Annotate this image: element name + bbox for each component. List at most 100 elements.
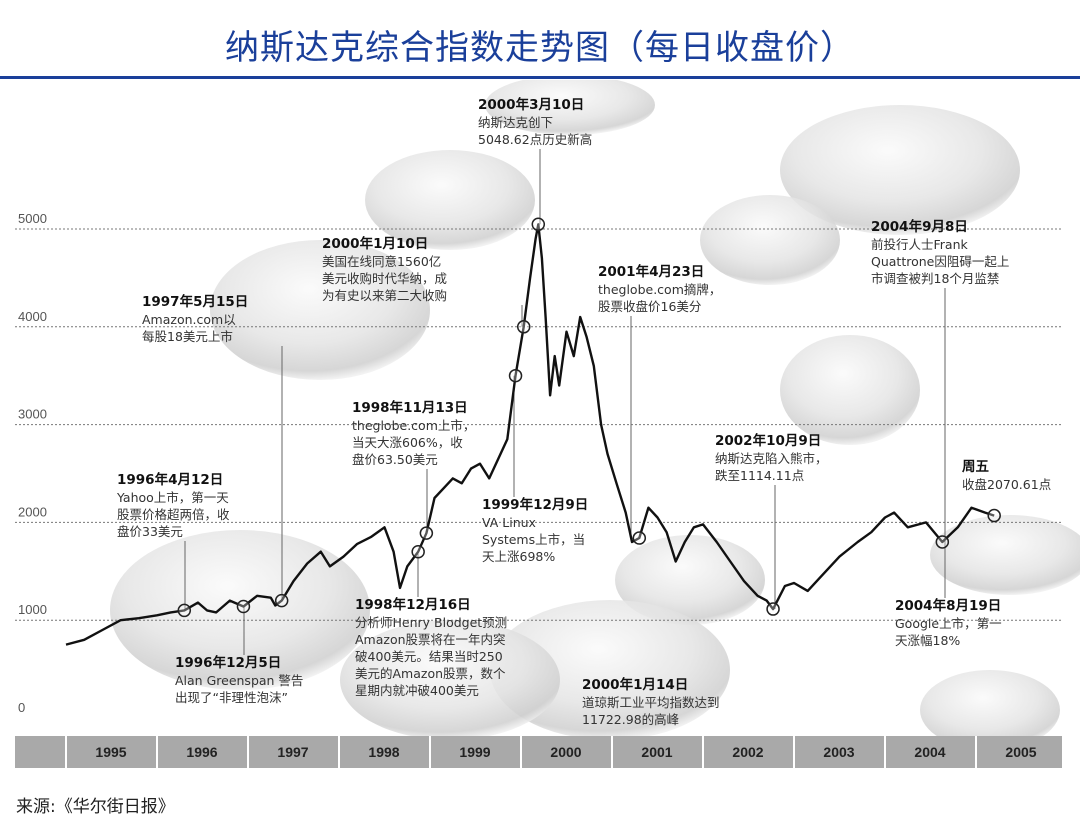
annotation-text: 市调查被判18个月监禁 xyxy=(871,271,1000,286)
annotation-text: 破400美元。结果当时250 xyxy=(355,649,503,664)
annotation-date: 1998年11月13日 xyxy=(352,400,468,416)
event-annotation: 1996年12月5日 Alan Greenspan 警告 出现了“非理性泡沫” xyxy=(175,655,303,706)
event-annotation: 1996年4月12日 Yahoo上市，第一天 股票价格超两倍，收 盘价33美元 xyxy=(117,472,230,540)
annotation-text: 道琼斯工业平均指数达到 xyxy=(582,695,720,710)
annotation-date: 2000年3月10日 xyxy=(478,97,585,113)
annotation-text: 为有史以来第二大收购 xyxy=(322,288,448,303)
annotation-text: 盘价63.50美元 xyxy=(352,452,438,467)
title-rule xyxy=(0,76,1080,79)
annotation-text: 跌至1114.11点 xyxy=(715,468,805,483)
annotation-text: Amazon股票将在一年内突 xyxy=(355,632,506,647)
event-annotation: 1998年11月13日 theglobe.com上市， 当天大涨606%，收 盘价63… xyxy=(352,400,475,468)
annotation-text: VA Linux xyxy=(482,515,536,530)
event-annotation: 1997年5月15日 Amazon.com以 每股18美元上市 xyxy=(142,294,248,345)
x-tick-label: 2003 xyxy=(823,744,854,760)
line-chart: 0 1000 2000 3000 4000 5000 1995 1996 1997 1998 19… xyxy=(15,80,1080,768)
annotation-date: 2000年1月10日 xyxy=(322,236,429,252)
annotation-text: 5048.62点历史新高 xyxy=(478,132,593,147)
x-axis-band xyxy=(15,736,1062,768)
event-marker xyxy=(766,602,780,616)
event-marker xyxy=(987,508,1001,523)
annotation-date: 周五 xyxy=(962,459,989,475)
y-tick-label: 5000 xyxy=(18,211,47,226)
annotation-text: Yahoo上市，第一天 xyxy=(117,490,229,505)
event-annotation: 2004年9月8日 前投行人士Frank Quattrone因阻碍一起上 市调查被判1… xyxy=(871,219,1009,287)
annotation-text: 天上涨698% xyxy=(482,549,556,564)
annotation-date: 1996年12月5日 xyxy=(175,655,282,671)
annotation-text: Alan Greenspan 警告 xyxy=(175,673,304,688)
event-annotation: 2002年10月9日 纳斯达克陷入熊市， 跌至1114.11点 xyxy=(715,433,828,484)
x-tick-label: 2005 xyxy=(1005,744,1036,760)
annotation-date: 2004年9月8日 xyxy=(871,219,968,235)
annotation-text: 每股18美元上市 xyxy=(142,329,233,344)
annotation-text: theglobe.com摘牌， xyxy=(598,282,722,297)
y-tick-label: 3000 xyxy=(18,407,47,422)
x-tick-label: 1998 xyxy=(368,744,399,760)
annotation-text: 美元收购时代华纳，成 xyxy=(322,271,448,286)
event-annotation: 2000年3月10日 纳斯达克创下 5048.62点历史新高 xyxy=(478,97,592,148)
annotation-text: 收盘2070.61点 xyxy=(962,477,1052,492)
bubble-decoration xyxy=(490,600,730,740)
annotation-text: Quattrone因阻碍一起上 xyxy=(871,254,1010,269)
event-annotation: 1998年12月16日 分析师Henry Blodget预测 Amazon股票将在一… xyxy=(355,597,507,699)
annotation-text: 美国在线同意1560亿 xyxy=(322,254,442,269)
event-marker xyxy=(632,531,647,545)
bubble-decoration xyxy=(780,105,1020,235)
annotation-text: Amazon.com以 xyxy=(142,312,236,327)
bubble-decoration xyxy=(700,195,840,285)
annotation-date: 1999年12月9日 xyxy=(482,497,589,513)
event-marker xyxy=(508,368,523,383)
nasdaq-series-line xyxy=(65,223,995,646)
annotation-text: 股票价格超两倍，收 xyxy=(117,507,230,522)
event-marker xyxy=(177,603,192,618)
y-tick-label: 0 xyxy=(18,700,25,715)
annotation-text: Google上市，第一 xyxy=(895,616,1002,631)
annotation-text: 11722.98的高峰 xyxy=(582,712,680,727)
annotation-text: 美元的Amazon股票，数个 xyxy=(355,666,506,681)
bubble-decoration xyxy=(365,150,535,250)
x-tick-label: 1995 xyxy=(95,744,126,760)
chart-title: 纳斯达克综合指数走势图（每日收盘价） xyxy=(225,28,855,68)
annotation-text: 出现了“非理性泡沫” xyxy=(175,690,288,705)
x-tick-label: 2000 xyxy=(550,744,581,760)
annotation-text: 纳斯达克陷入熊市， xyxy=(715,451,828,466)
event-annotation: 2004年8月19日 Google上市，第一 天涨幅18% xyxy=(895,598,1002,649)
annotation-text: 盘价33美元 xyxy=(117,524,183,539)
event-marker xyxy=(531,217,546,232)
y-tick-label: 2000 xyxy=(18,504,47,519)
bubble-decoration xyxy=(930,515,1080,595)
event-marker xyxy=(419,526,434,540)
event-marker xyxy=(236,599,251,614)
bubble-decoration xyxy=(780,335,920,445)
annotation-date: 2004年8月19日 xyxy=(895,598,1002,614)
annotation-text: 前投行人士Frank xyxy=(871,237,968,252)
x-tick-label: 1996 xyxy=(186,744,217,760)
x-tick-label: 2002 xyxy=(732,744,763,760)
event-marker xyxy=(411,544,425,559)
x-tick-label: 2004 xyxy=(914,744,945,760)
x-tick-label: 1999 xyxy=(459,744,490,760)
bubble-decoration xyxy=(485,80,655,135)
y-tick-label: 4000 xyxy=(18,309,47,324)
annotation-text: 分析师Henry Blodget预测 xyxy=(355,615,508,630)
event-annotation: 2000年1月10日 美国在线同意1560亿 美元收购时代华纳，成 为有史以来第二大收… xyxy=(322,236,447,304)
event-annotation: 1999年12月9日 VA Linux Systems上市，当 天上涨698% xyxy=(482,497,588,565)
event-annotation: 2001年4月23日 theglobe.com摘牌， 股票收盘价16美分 xyxy=(598,264,721,315)
x-tick-label: 1997 xyxy=(277,744,308,760)
annotation-text: 股票收盘价16美分 xyxy=(598,299,702,314)
annotation-text: 纳斯达克创下 xyxy=(478,115,554,130)
bubble-decoration xyxy=(210,240,430,380)
event-marker xyxy=(935,535,950,549)
source-note: 来源:《华尔街日报》 xyxy=(16,797,175,817)
bubble-decoration xyxy=(920,670,1060,750)
x-tick-label: 2001 xyxy=(641,744,672,760)
annotation-text: theglobe.com上市， xyxy=(352,418,476,433)
annotation-date: 2002年10月9日 xyxy=(715,433,822,449)
bubble-decoration xyxy=(110,530,370,690)
annotation-text: 当天大涨606%，收 xyxy=(352,435,463,450)
bubble-decoration xyxy=(340,620,560,740)
annotation-text: 星期内就冲破400美元 xyxy=(355,683,479,698)
event-annotation: 2000年1月14日 道琼斯工业平均指数达到 11722.98的高峰 xyxy=(582,677,720,728)
event-marker xyxy=(274,593,289,608)
